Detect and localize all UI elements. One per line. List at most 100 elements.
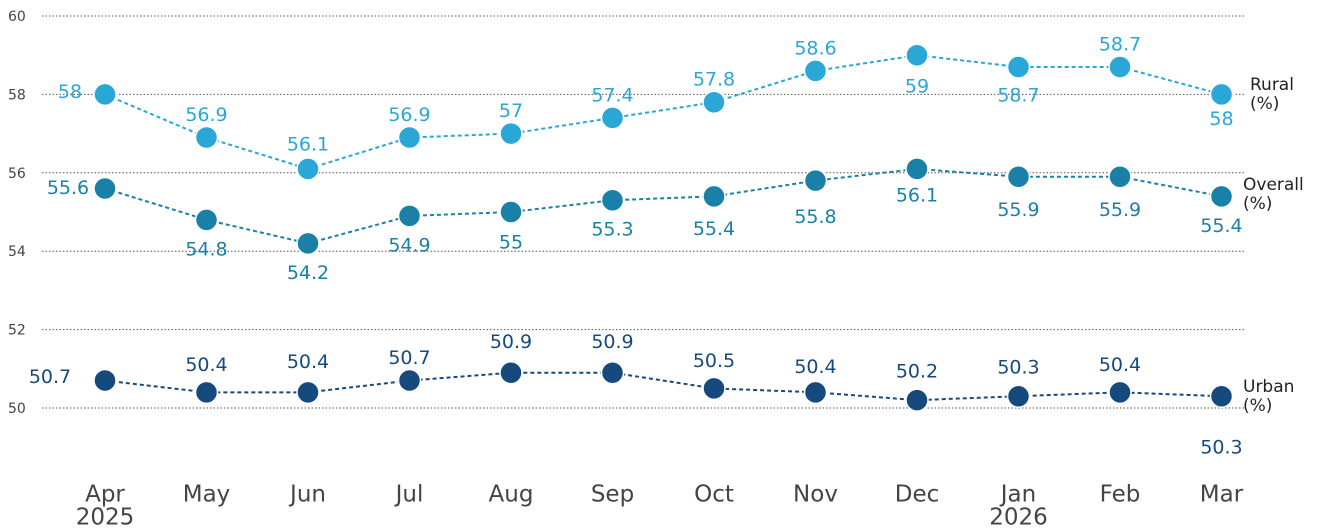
data-point — [1209, 384, 1234, 408]
data-point — [194, 125, 219, 150]
data-label: 55.9 — [997, 199, 1039, 221]
x-tick-label: Dec — [895, 482, 940, 508]
data-label: 50.4 — [794, 356, 836, 378]
data-label: 54.8 — [185, 238, 227, 260]
data-label: 56.1 — [896, 184, 938, 206]
data-point — [1108, 55, 1132, 79]
data-label: 57.8 — [693, 69, 735, 91]
data-point — [600, 360, 625, 385]
data-point — [1108, 164, 1132, 189]
data-point — [194, 380, 219, 405]
data-label: 50.4 — [185, 354, 227, 376]
data-point — [93, 176, 117, 201]
y-tick-label: 54 — [8, 244, 26, 260]
data-point — [499, 121, 523, 146]
data-label: 55.3 — [591, 219, 633, 241]
x-tick-label: Feb — [1100, 482, 1141, 508]
data-label: 59 — [905, 76, 929, 98]
data-point — [194, 208, 219, 232]
data-label: 57.4 — [591, 84, 633, 106]
series-line — [104, 167, 1222, 245]
data-label: 55.9 — [1099, 199, 1141, 221]
x-tick-label: Sep — [591, 482, 634, 508]
data-point — [1006, 55, 1031, 79]
data-point — [499, 360, 523, 385]
y-tick-label: 56 — [8, 166, 26, 182]
data-label: 50.9 — [490, 331, 532, 353]
data-label: 55.8 — [794, 206, 836, 228]
data-label: 56.9 — [185, 104, 227, 126]
data-point — [397, 204, 422, 228]
data-point — [600, 106, 625, 130]
data-label: 58.7 — [1099, 33, 1141, 55]
data-point — [296, 380, 320, 405]
data-label: 58.7 — [997, 84, 1039, 106]
data-point — [499, 200, 523, 224]
data-label: 58 — [58, 81, 82, 103]
x-tick-label: Oct — [694, 482, 734, 508]
data-point — [803, 168, 828, 193]
data-label: 55.4 — [693, 218, 735, 240]
y-tick-label: 50 — [8, 401, 26, 417]
data-label: 55.4 — [1200, 215, 1242, 237]
y-tick-label: 60 — [8, 9, 26, 25]
x-tick-label: Nov — [793, 482, 838, 508]
series-line — [104, 371, 1222, 402]
data-label: 50.4 — [287, 351, 329, 373]
data-point — [702, 184, 726, 209]
data-point — [803, 59, 828, 83]
data-point — [397, 368, 422, 393]
y-tick-label: 58 — [8, 87, 26, 103]
data-point — [905, 43, 929, 67]
legend-label: Overall (%) — [1243, 175, 1304, 214]
legend-label: Urban (%) — [1243, 377, 1295, 416]
data-point — [397, 125, 422, 150]
data-point — [905, 157, 929, 181]
data-label: 55.6 — [47, 177, 89, 199]
data-label: 50.4 — [1099, 354, 1141, 376]
legend-label: Rural (%) — [1250, 75, 1294, 114]
data-label: 58.6 — [794, 37, 836, 59]
data-label: 57 — [499, 100, 523, 122]
data-point — [93, 368, 117, 393]
data-point — [702, 376, 726, 401]
data-label: 50.3 — [997, 357, 1039, 379]
data-point — [1209, 82, 1234, 107]
data-label: 56.9 — [388, 104, 430, 126]
data-point — [1006, 384, 1031, 408]
series-line — [104, 54, 1222, 170]
data-point — [702, 90, 726, 114]
data-point — [1006, 164, 1031, 189]
x-tick-label: Jan — [999, 482, 1036, 508]
data-label: 50.3 — [1200, 437, 1242, 459]
x-tick-label: Mar — [1200, 482, 1244, 508]
y-tick-label: 52 — [8, 323, 26, 339]
data-label: 56.1 — [287, 133, 329, 155]
data-label: 50.2 — [896, 361, 938, 383]
data-label: 50.7 — [388, 347, 430, 369]
data-point — [905, 388, 929, 412]
x-tick-label: Apr — [85, 482, 125, 508]
data-label: 50.7 — [29, 366, 71, 388]
data-label: 50.5 — [693, 350, 735, 372]
data-label: 54.9 — [388, 234, 430, 256]
data-point — [93, 82, 117, 107]
x-tick-label: Jun — [288, 482, 326, 508]
x-tick-label: Aug — [489, 482, 534, 508]
x-tick-year: 2026 — [989, 505, 1048, 531]
x-tick-year: 2025 — [76, 505, 135, 531]
x-tick-label: May — [183, 482, 231, 508]
data-point — [803, 380, 828, 405]
data-label: 54.2 — [287, 262, 329, 284]
data-label: 50.9 — [591, 331, 633, 353]
data-label: 58 — [1209, 108, 1233, 130]
data-point — [296, 231, 320, 256]
data-point — [600, 188, 625, 212]
data-point — [296, 157, 320, 181]
x-tick-label: Jul — [394, 482, 424, 508]
data-point — [1209, 184, 1234, 209]
data-label: 55 — [499, 232, 523, 254]
data-point — [1108, 380, 1132, 405]
